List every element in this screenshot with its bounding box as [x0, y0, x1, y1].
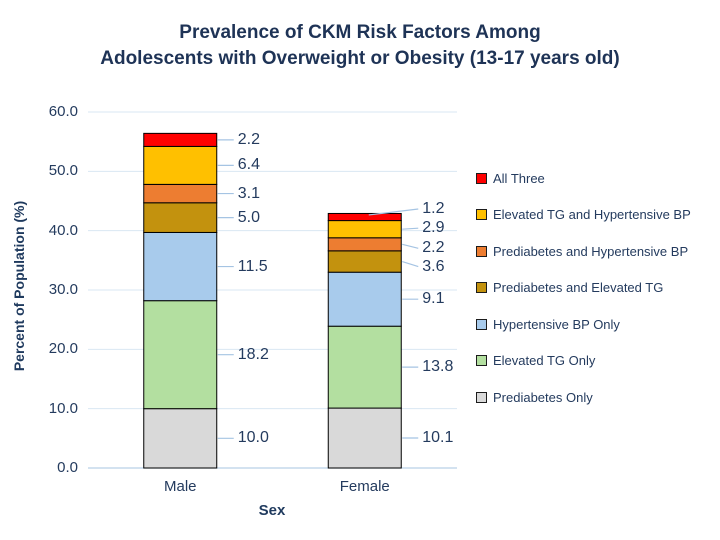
legend-item: Hypertensive BP Only — [476, 314, 620, 334]
data-label: 13.8 — [422, 358, 454, 376]
legend-swatch — [476, 282, 487, 293]
legend-swatch — [476, 391, 487, 403]
bar-segment — [143, 408, 218, 469]
y-tick-label: 60.0 — [48, 103, 78, 120]
bar-segment — [327, 325, 402, 409]
data-label: 3.6 — [422, 257, 445, 275]
bar-segment — [143, 202, 218, 233]
legend-label: Prediabetes and Elevated TG — [493, 280, 664, 295]
legend-label: All Three — [493, 170, 545, 186]
chart-title-line1: Prevalence of CKM Risk Factors Among — [179, 22, 541, 43]
bar-segment — [143, 231, 218, 302]
legend-item: Prediabetes Only — [476, 387, 593, 407]
data-label: 2.2 — [422, 239, 445, 257]
legend-label: Hypertensive BP Only — [493, 316, 620, 332]
data-label: 18.2 — [237, 345, 269, 363]
leader-line — [402, 260, 419, 268]
legend-label: Prediabetes Only — [493, 389, 593, 405]
legend-label: Prediabetes and Hypertensive BP — [493, 243, 689, 259]
y-tick-label: 30.0 — [48, 281, 78, 298]
legend-swatch — [476, 318, 487, 330]
legend-swatch — [476, 245, 487, 257]
bar-segment — [327, 250, 402, 273]
leader-line — [368, 208, 419, 216]
legend-label: Elevated TG and Hypertensive BP — [493, 207, 691, 222]
bar-segment — [327, 220, 402, 239]
legend-swatch — [476, 209, 487, 220]
data-label: 11.5 — [237, 257, 268, 275]
data-label: 6.4 — [237, 156, 260, 174]
data-label: 1.2 — [422, 200, 445, 218]
legend-item: Elevated TG and Hypertensive BP — [476, 205, 691, 225]
data-label: 9.1 — [422, 290, 445, 308]
y-tick-label: 10.0 — [48, 399, 78, 417]
x-axis-title: Sex — [258, 502, 286, 519]
legend-item: Elevated TG Only — [476, 351, 595, 371]
data-label: 5.0 — [237, 208, 260, 226]
leader-line — [402, 227, 419, 230]
data-label: 3.1 — [237, 184, 260, 202]
legend-swatch — [476, 355, 487, 366]
y-tick-label: 40.0 — [48, 221, 78, 239]
bar-segment — [143, 183, 218, 204]
data-label: 10.0 — [237, 429, 269, 447]
x-tick-label: Female — [339, 478, 390, 495]
leader-line — [402, 243, 419, 249]
legend-label: Elevated TG Only — [493, 353, 596, 368]
x-tick-label: Male — [163, 478, 197, 495]
data-label: 10.1 — [422, 429, 454, 447]
bar-segment — [143, 300, 218, 410]
legend-item: All Three — [476, 168, 545, 188]
y-tick-label: 20.0 — [48, 340, 78, 358]
bar-segment — [327, 212, 402, 222]
bar-segment — [143, 132, 218, 147]
bar-segment — [327, 271, 402, 327]
legend-swatch — [476, 172, 487, 184]
data-label: 2.2 — [237, 130, 260, 148]
legend-item: Prediabetes and Hypertensive BP — [476, 241, 688, 261]
chart-title-line2: Adolescents with Overweight or Obesity (… — [100, 48, 620, 69]
bar-segment — [327, 237, 402, 252]
data-label: 2.9 — [422, 219, 445, 237]
legend-item: Prediabetes and Elevated TG — [476, 278, 663, 298]
y-tick-label: 0.0 — [57, 459, 78, 476]
bar-segment — [327, 407, 402, 469]
y-tick-label: 50.0 — [48, 162, 78, 180]
bar-segment — [143, 145, 218, 185]
chart-title: Prevalence of CKM Risk Factors Among Ado… — [0, 20, 720, 72]
